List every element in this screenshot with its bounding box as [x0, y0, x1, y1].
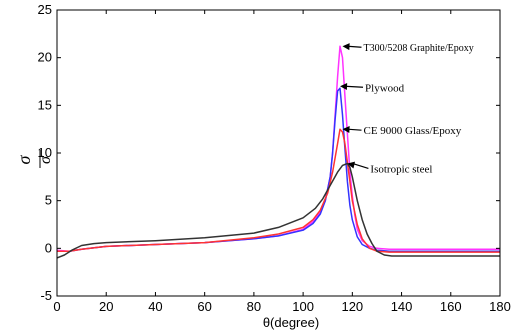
annotation-arrow-line: [347, 128, 362, 131]
x-tick-label: 160: [440, 299, 462, 314]
x-axis-label: θ(degree): [263, 315, 319, 330]
y-tick-label: -5: [40, 288, 52, 303]
y-axis-label-bottom: σ: [37, 155, 54, 164]
series-layer: [56, 45, 500, 259]
annotation-arrowhead: [342, 126, 350, 134]
annotation-arrow-line: [352, 162, 369, 170]
x-tick-label: 0: [53, 299, 60, 314]
y-tick-label: 0: [45, 240, 52, 255]
y-tick-label: 25: [38, 2, 52, 17]
plot-background: [57, 10, 500, 296]
x-tick-label: 80: [247, 299, 261, 314]
annotation-layer: T300/5208 Graphite/Epoxy Plywood CE 9000 G…: [340, 43, 474, 175]
annotation-arrow-line: [347, 45, 362, 48]
annotation-arrowhead: [340, 83, 348, 91]
x-tick-label: 120: [341, 299, 363, 314]
x-tick-label: 180: [489, 299, 511, 314]
annotation-label: Plywood: [365, 82, 405, 94]
y-tick-label: 5: [45, 193, 52, 208]
x-tick-label: 140: [391, 299, 413, 314]
series-line-3: [57, 128, 500, 253]
x-tick-label: 60: [197, 299, 211, 314]
y-axis-label: σ σ: [14, 150, 54, 168]
y-tick-label: 10: [38, 145, 52, 160]
annotation-arrowhead: [347, 161, 356, 169]
annotation-label: Isotropic steel: [370, 163, 432, 175]
y-tick-label: 15: [38, 97, 52, 112]
series-line-4: [56, 162, 500, 259]
x-tick-label: 100: [292, 299, 314, 314]
x-tick-label: 40: [148, 299, 162, 314]
y-tick-label: 20: [38, 50, 52, 65]
y-axis-label-top: σ: [14, 154, 34, 164]
annotation-label: T300/5208 Graphite/Epoxy: [363, 43, 473, 54]
x-tick-label: 20: [99, 299, 113, 314]
annotation-arrow-line: [344, 85, 364, 88]
annotation-label: CE 9000 Glass/Epoxy: [363, 125, 461, 137]
plot-area: [57, 10, 500, 296]
annotation-arrowhead: [342, 43, 350, 51]
